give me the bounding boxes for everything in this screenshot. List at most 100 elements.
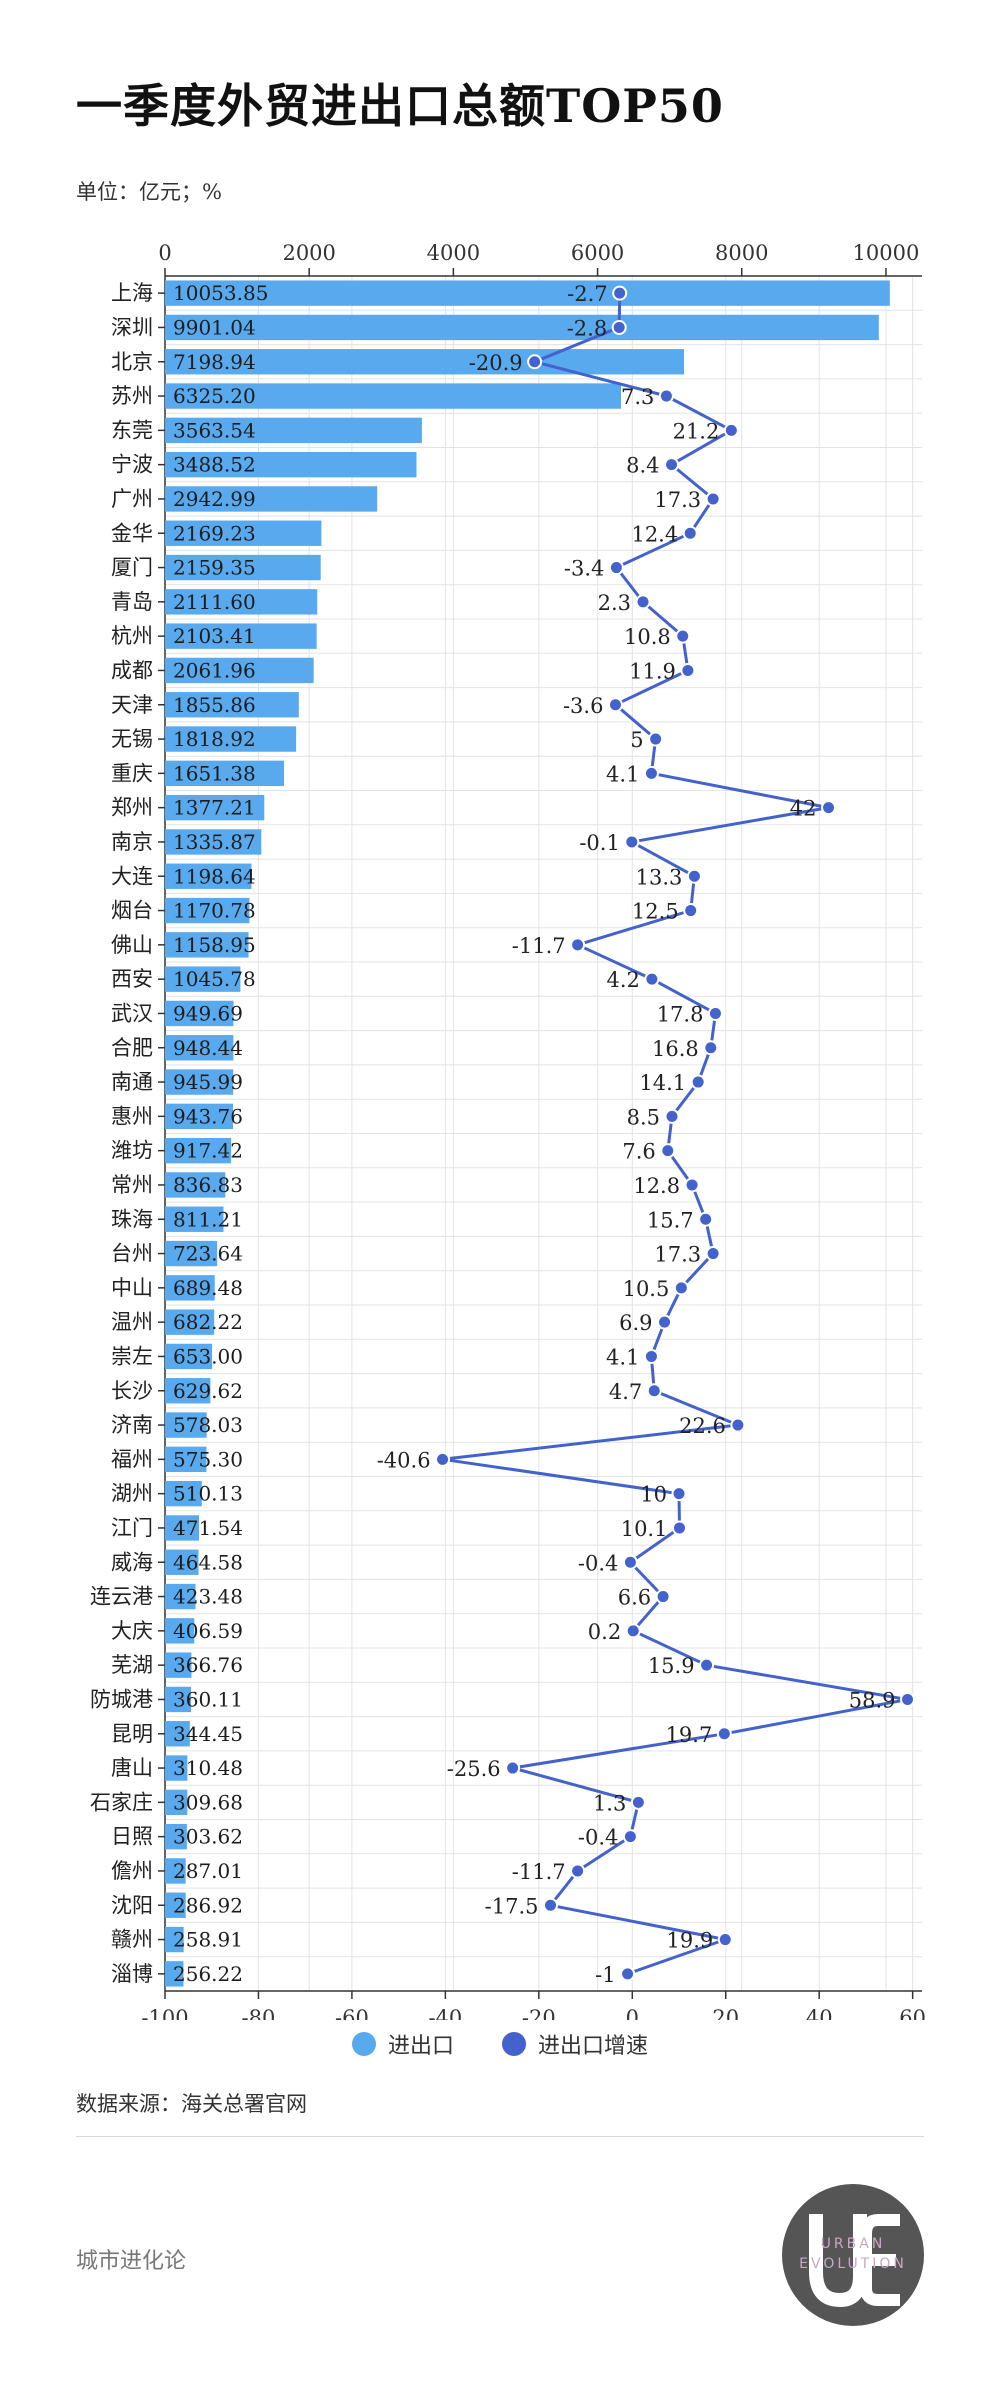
growth-point — [671, 1486, 687, 1502]
category-label: 崇左 — [111, 1344, 153, 1368]
growth-point — [705, 1246, 721, 1262]
bar — [165, 1618, 195, 1644]
growth-value-label: 6.6 — [618, 1586, 651, 1610]
legend-bar-label: 进出口 — [387, 2034, 454, 2059]
bar — [165, 623, 317, 649]
bar — [165, 1721, 190, 1747]
growth-point — [671, 1520, 687, 1536]
growth-point — [717, 1932, 733, 1948]
bar — [165, 1789, 188, 1816]
growth-value-label: -1 — [595, 1963, 615, 1987]
bar — [165, 897, 250, 924]
bar — [165, 794, 265, 821]
legend: 进出口 进出口增速 — [0, 2028, 1000, 2060]
bar-value-label: 2111.60 — [173, 590, 256, 614]
category-label: 济南 — [111, 1413, 153, 1437]
growth-point — [435, 1451, 451, 1467]
growth-value-label: 10 — [640, 1483, 667, 1507]
bar-value-label: 286.92 — [173, 1893, 243, 1917]
bar — [165, 589, 318, 615]
category-label: 石家庄 — [90, 1790, 153, 1814]
bottom-axis-tick-label: -100 — [141, 2006, 188, 2020]
bottom-axis-tick-label: -40 — [428, 2006, 462, 2020]
bar — [165, 383, 622, 409]
growth-point — [703, 1040, 719, 1056]
brand-logo: URBAN EVOLUTION — [782, 2184, 924, 2326]
category-label: 赣州 — [111, 1928, 153, 1952]
category-label: 惠州 — [111, 1104, 153, 1128]
growth-point — [705, 491, 721, 507]
growth-value-label: -0.4 — [578, 1826, 619, 1850]
legend-item-line[interactable]: 进出口增速 — [502, 2028, 648, 2060]
growth-value-label: 12.4 — [631, 522, 678, 546]
bar-value-label: 344.45 — [173, 1722, 243, 1746]
growth-point — [684, 1177, 700, 1193]
growth-value-label: -0.1 — [579, 831, 620, 855]
bar-value-label: 7198.94 — [173, 350, 256, 374]
bar-value-label: 1045.78 — [173, 967, 256, 991]
growth-point — [612, 285, 628, 301]
bar-value-label: 689.48 — [173, 1276, 243, 1300]
bar — [165, 520, 322, 546]
bar-value-label: 682.22 — [173, 1310, 243, 1334]
bar-value-label: 575.30 — [173, 1447, 243, 1471]
category-label: 江门 — [111, 1516, 153, 1540]
bar-value-label: 423.48 — [173, 1585, 243, 1609]
bar-value-label: 3488.52 — [173, 453, 256, 477]
bar-value-label: 1818.92 — [173, 727, 256, 751]
bar-value-label: 310.48 — [173, 1756, 243, 1780]
bar-value-label: 948.44 — [173, 1036, 243, 1060]
growth-point — [673, 1280, 689, 1296]
growth-point — [686, 868, 702, 884]
bar-value-label: 256.22 — [173, 1962, 243, 1986]
top-axis-tick-label: 10000 — [853, 241, 920, 265]
bar-value-label: 366.76 — [173, 1653, 243, 1677]
category-label: 深圳 — [111, 315, 153, 339]
bottom-axis-tick-label: -60 — [335, 2006, 369, 2020]
growth-value-label: 1.3 — [593, 1791, 626, 1815]
bar-value-label: 1651.38 — [173, 761, 256, 785]
growth-point — [675, 628, 691, 644]
bar — [165, 1172, 226, 1198]
growth-value-label: 7.3 — [621, 385, 654, 409]
growth-value-label: -20.9 — [469, 351, 523, 375]
growth-value-label: -2.8 — [567, 316, 608, 340]
legend-item-bar[interactable]: 进出口 — [351, 2028, 454, 2060]
bar-value-label: 1855.86 — [173, 693, 256, 717]
bar-value-label: 2061.96 — [173, 658, 256, 682]
category-label: 青岛 — [111, 590, 153, 614]
growth-point — [655, 1589, 671, 1605]
growth-point — [664, 457, 680, 473]
bar — [165, 1000, 234, 1027]
category-label: 西安 — [111, 967, 153, 991]
growth-value-label: 7.6 — [622, 1140, 655, 1164]
category-label: 南京 — [111, 830, 153, 854]
bottom-axis-tick-label: 40 — [806, 2006, 833, 2020]
logo-word-1: URBAN — [820, 2236, 886, 2252]
bar — [165, 1755, 188, 1781]
bottom-axis-tick-label: -80 — [242, 2006, 276, 2020]
category-label: 大连 — [111, 864, 153, 888]
bar-value-label: 629.62 — [173, 1379, 243, 1403]
bar — [165, 726, 297, 752]
growth-point — [543, 1897, 559, 1913]
logo-word-2: EVOLUTION — [799, 2256, 907, 2272]
legend-line-swatch — [502, 2032, 526, 2056]
growth-point — [900, 1691, 916, 1707]
growth-value-label: 10.1 — [621, 1517, 668, 1541]
category-label: 威海 — [111, 1550, 153, 1574]
bar-value-label: 811.21 — [173, 1207, 243, 1231]
bar-value-label: 836.83 — [173, 1173, 243, 1197]
growth-point — [648, 731, 664, 747]
bar-value-label: 3563.54 — [173, 418, 256, 442]
growth-point — [527, 354, 543, 370]
bar — [165, 554, 321, 581]
bar — [165, 1343, 213, 1370]
category-label: 佛山 — [111, 933, 153, 957]
category-label: 天津 — [111, 693, 153, 717]
bar — [165, 280, 890, 306]
bar — [165, 1412, 207, 1438]
bar — [165, 1446, 207, 1473]
bottom-axis-tick-label: 0 — [626, 2006, 639, 2020]
growth-value-label: 21.2 — [673, 419, 720, 443]
